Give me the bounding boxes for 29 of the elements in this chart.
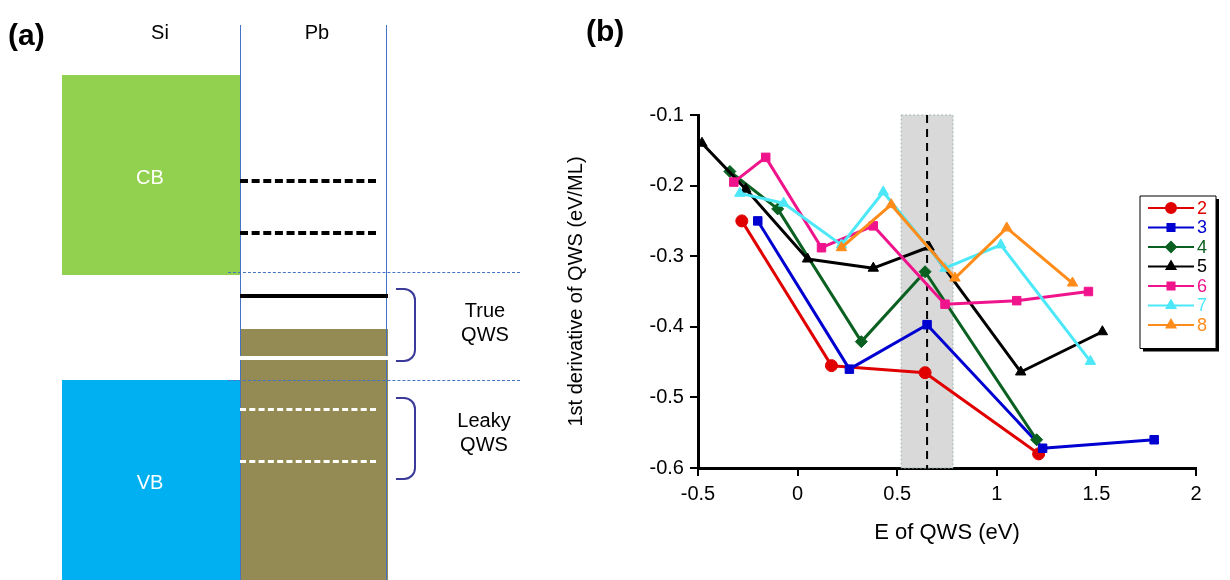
legend-label: 7 — [1197, 295, 1208, 316]
x-tick-label: 0 — [792, 481, 804, 504]
text: (a) — [8, 18, 46, 53]
y-tick-label: -0.5 — [649, 384, 684, 407]
y-tick-label: -0.3 — [649, 243, 684, 266]
y-tick-label: -0.6 — [649, 455, 684, 478]
y-tick-label: -0.4 — [649, 314, 684, 337]
text: Leaky QWS — [456, 408, 512, 456]
y-axis-title: 1st derivative of QWS (eV/ML) — [563, 156, 586, 427]
y-tick-label: -0.2 — [649, 173, 684, 196]
x-tick-label: 1 — [991, 481, 1003, 504]
x-tick-label: -0.5 — [680, 481, 716, 504]
x-tick-label: 1.5 — [1082, 481, 1111, 504]
y-tick-label: -0.1 — [649, 102, 684, 125]
legend-label: 4 — [1197, 236, 1208, 257]
legend-label: 5 — [1197, 256, 1208, 277]
legend-label: 3 — [1197, 217, 1208, 238]
legend-label: 8 — [1197, 314, 1208, 335]
text: Si — [150, 20, 170, 44]
x-tick-label: 0.5 — [883, 481, 912, 504]
x-axis-title: E of QWS (eV) — [874, 518, 1020, 544]
legend-label: 6 — [1197, 275, 1208, 296]
x-tick-label: 2 — [1190, 481, 1202, 504]
chart-title: (b) — [586, 14, 625, 48]
text: Pb — [303, 20, 331, 44]
text: VB — [135, 470, 165, 494]
text: CB — [135, 165, 165, 189]
legend-label: 2 — [1197, 197, 1208, 218]
text: True QWS — [460, 298, 510, 346]
